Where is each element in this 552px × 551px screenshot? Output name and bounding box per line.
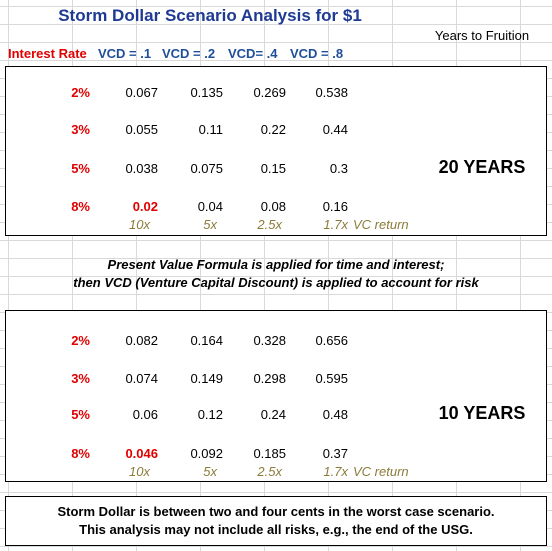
years-10-label: 10 YEARS [438,403,526,423]
value-cell: 0.16 [322,199,348,214]
vcd-04-header: VCD= .4 [228,46,278,61]
note-line-2: then VCD (Venture Capital Discount) is a… [73,275,479,290]
vcd-02-header: VCD = .2 [162,46,216,61]
multiplier-cell: 10x [129,464,150,479]
multiplier-cell: 2.5x [257,217,282,232]
rate-cell: 3% [71,122,90,137]
value-cell: 0.48 [322,407,348,422]
conclusion-line-1: Storm Dollar is between two and four cen… [57,504,495,519]
value-cell: 0.164 [190,333,223,348]
rate-cell: 5% [71,407,90,422]
years-to-fruition-header: Years to Fruition [434,28,530,43]
table-20-years: 2% 0.067 0.135 0.269 0.538 3% 0.055 0.11… [5,66,547,236]
rate-cell: 2% [71,85,90,100]
years-20-label: 20 YEARS [438,157,526,177]
value-cell: 0.15 [260,161,286,176]
value-cell: 0.595 [315,371,348,386]
interest-rate-header: Interest Rate [8,46,87,61]
value-cell: 0.135 [190,85,223,100]
value-cell: 0.656 [315,333,348,348]
value-cell: 0.067 [125,85,158,100]
value-cell: 0.06 [132,407,158,422]
vc-return-label: VC return [353,464,409,479]
worst-case-value-cell: 0.02 [132,199,158,214]
conclusion-box [5,496,547,546]
value-cell: 0.075 [190,161,223,176]
value-cell: 0.04 [197,199,223,214]
value-cell: 0.3 [329,161,348,176]
note-line-1: Present Value Formula is applied for tim… [107,257,445,272]
sheet-title: Storm Dollar Scenario Analysis for $1 [58,6,362,25]
vcd-08-header: VCD = .8 [290,46,344,61]
value-cell: 0.37 [322,446,348,461]
value-cell: 0.082 [125,333,158,348]
vc-return-label: VC return [353,217,409,232]
multiplier-cell: 10x [129,217,150,232]
value-cell: 0.11 [198,122,223,137]
value-cell: 0.185 [253,446,286,461]
rate-cell: 3% [71,371,90,386]
value-cell: 0.12 [197,407,223,422]
value-cell: 0.038 [125,161,158,176]
multiplier-cell: 5x [203,464,217,479]
value-cell: 0.24 [260,407,286,422]
multiplier-cell: 1.7x [323,464,348,479]
worst-case-value-cell: 0.046 [125,446,158,461]
value-cell: 0.149 [190,371,223,386]
table-10-years: 2% 0.082 0.164 0.328 0.656 3% 0.074 0.14… [5,310,547,482]
value-cell: 0.328 [253,333,286,348]
multiplier-cell: 1.7x [323,217,348,232]
value-cell: 0.055 [125,122,158,137]
rate-cell: 2% [71,333,90,348]
value-cell: 0.44 [322,122,348,137]
rate-cell: 5% [71,161,90,176]
value-cell: 0.298 [253,371,286,386]
vcd-01-header: VCD = .1 [98,46,152,61]
value-cell: 0.08 [260,199,286,214]
value-cell: 0.074 [125,371,158,386]
value-cell: 0.092 [190,446,223,461]
conclusion-line-2: This analysis may not include all risks,… [79,522,473,537]
rate-cell: 8% [71,199,90,214]
value-cell: 0.269 [253,85,286,100]
rate-cell: 8% [71,446,90,461]
value-cell: 0.538 [315,85,348,100]
multiplier-cell: 2.5x [257,464,282,479]
value-cell: 0.22 [260,122,286,137]
multiplier-cell: 5x [203,217,217,232]
